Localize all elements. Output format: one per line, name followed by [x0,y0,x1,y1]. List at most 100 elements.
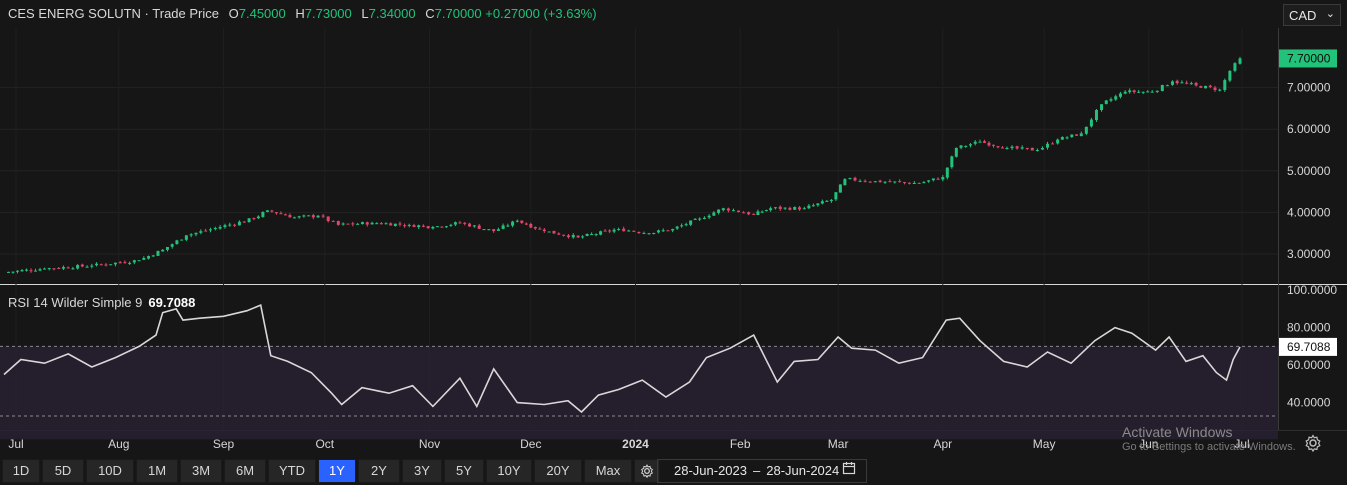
timeframe-button-5y[interactable]: 5Y [444,459,484,483]
candle-body [726,208,730,211]
candle-body [360,222,364,225]
candle-body [61,267,65,269]
last-price-label: 7.70000 [1287,51,1331,65]
candle-body [1238,58,1242,64]
time-tick-label: Aug [108,437,129,451]
timeframe-button-5d[interactable]: 5D [42,459,84,483]
price-tick-label: 4.00000 [1287,205,1331,219]
date-end: 28-Jun-2024 [766,463,840,478]
candle-body [760,211,764,213]
candle-body [316,215,320,218]
rsi-last-label: 69.7088 [1287,340,1331,354]
candle-body [1065,137,1069,139]
rsi-value: 69.7088 [148,295,196,310]
timeframe-button-2y[interactable]: 2Y [358,459,400,483]
price-chart[interactable]: 3.00000 4.00000 5.00000 6.00000 7.00000 Jul Au… [0,0,1347,458]
candle-body [261,211,265,217]
candle-body [407,224,411,226]
candle-body [435,226,439,228]
candle-body [599,231,603,235]
timeframe-button-20y[interactable]: 20Y [534,459,582,483]
candle-body [393,223,397,227]
candle-body [444,226,448,228]
timeframe-button-1y[interactable]: 1Y [318,459,356,483]
currency-select[interactable]: CAD ⌄ [1283,4,1341,26]
settings-icon[interactable] [1304,434,1322,457]
candle-body [274,212,278,214]
candle-body [228,224,232,226]
candle-body [104,264,108,266]
candle-body [973,141,977,144]
candle-body [213,227,217,229]
candle-body [524,223,528,225]
candle-body [252,218,256,220]
candle-body [501,225,505,229]
candle-body [311,215,315,218]
time-tick-label: Apr [933,437,952,451]
candle-body [652,232,656,234]
candle-body [1160,84,1164,92]
candle-body [959,145,963,148]
candle-body [137,260,141,262]
calendar-icon[interactable] [842,460,856,482]
candle-body [57,267,61,269]
candle-body [370,222,374,225]
candle-body [829,199,833,202]
timeframe-button-3y[interactable]: 3Y [402,459,442,483]
candle-body [279,213,283,215]
time-tick-label: Jun [1139,437,1158,451]
candle-body [888,181,892,183]
candle-body [945,167,949,178]
timeframe-button-ytd[interactable]: YTD [268,459,316,483]
change-value: +0.27000 (+3.63%) [485,6,597,21]
candle-body [950,156,954,168]
timeframe-button-1m[interactable]: 1M [136,459,178,483]
candle-body [449,224,453,226]
candle-body [1035,150,1039,151]
candle-body [737,210,741,213]
rsi-band [0,346,1278,440]
candle-body [132,260,136,263]
candle-body [1141,91,1145,93]
candle-body [85,266,89,268]
timeframe-button-1d[interactable]: 1D [2,459,40,483]
time-tick-label: Mar [828,437,849,451]
candle-body [1175,80,1179,84]
candle-body [71,268,75,270]
timeframe-button-6m[interactable]: 6M [224,459,266,483]
candle-body [1228,70,1232,81]
candle-body [675,226,679,229]
candle-body [147,256,151,259]
candle-body [297,216,301,218]
date-range-picker[interactable]: 28-Jun-2023–28-Jun-2024 [657,459,867,483]
candle-body [458,222,462,224]
candle-body [807,205,811,209]
time-tick-label: 2024 [622,437,649,451]
time-tick-label: Dec [520,437,541,451]
gear-icon[interactable] [634,459,660,483]
candle-body [820,201,824,204]
time-tick-label: Nov [419,437,440,451]
candle-body [773,207,777,209]
rsi-legend: RSI 14 Wilder Simple 9 69.7088 [8,295,195,310]
candle-body [811,205,815,207]
candle-body [302,215,306,217]
candle-body [288,215,292,218]
candle-body [917,182,921,184]
candle-body [346,223,350,225]
timeframe-button-3m[interactable]: 3M [180,459,222,483]
timeframe-button-max[interactable]: Max [584,459,632,483]
candle-body [533,227,537,229]
candle-body [165,247,169,250]
candle-body [1155,90,1159,92]
candle-body [283,214,287,216]
candle-body [825,200,829,202]
candle-body [783,207,787,209]
timeframe-button-10y[interactable]: 10Y [486,459,532,483]
candle-body [1109,99,1113,101]
candle-body [742,212,746,214]
price-tick-label: 7.00000 [1287,81,1331,95]
timeframe-button-10d[interactable]: 10D [86,459,134,483]
time-tick-label: Feb [730,437,751,451]
candle-body [863,180,867,182]
